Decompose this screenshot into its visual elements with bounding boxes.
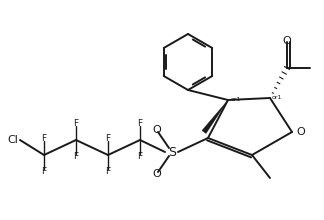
Text: F: F bbox=[105, 167, 110, 176]
Text: F: F bbox=[137, 119, 143, 128]
Text: Cl: Cl bbox=[7, 135, 18, 145]
Text: F: F bbox=[74, 152, 78, 161]
Text: F: F bbox=[41, 167, 47, 176]
Text: F: F bbox=[41, 134, 47, 143]
Text: S: S bbox=[168, 145, 176, 158]
Text: F: F bbox=[74, 119, 78, 128]
Text: O: O bbox=[283, 36, 291, 46]
Text: O: O bbox=[153, 125, 161, 135]
Text: F: F bbox=[137, 152, 143, 161]
Text: or1: or1 bbox=[272, 95, 283, 100]
Text: O: O bbox=[296, 127, 305, 137]
Polygon shape bbox=[202, 100, 228, 134]
Text: F: F bbox=[105, 134, 110, 143]
Text: O: O bbox=[153, 169, 161, 179]
Text: or1: or1 bbox=[231, 97, 241, 102]
